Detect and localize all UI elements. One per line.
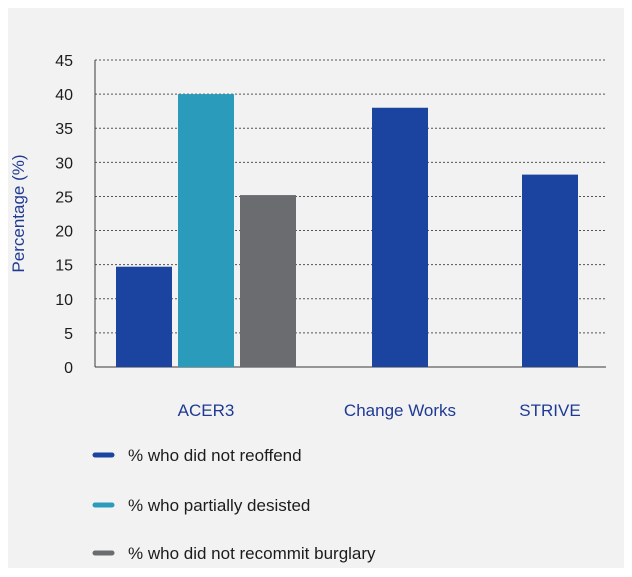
y-tick-label: 10 [55,292,73,309]
y-tick-label: 30 [55,155,73,172]
category-label: STRIVE [519,401,580,420]
y-tick-label: 40 [55,87,73,104]
bar-acer3-series-1 [116,266,172,367]
y-tick-label: 5 [64,326,73,343]
y-tick-label: 35 [55,121,73,138]
category-label: ACER3 [178,401,235,420]
bar-strive-series-1 [522,174,578,367]
bar-chart: 0 5 10 15 20 25 30 35 40 45 Percentage (%) ACER3 Cha… [9,53,606,563]
legend-label: % who partially desisted [128,496,310,515]
legend-label: % who did not reoffend [128,446,302,465]
legend-label: % who did not recommit burglary [128,544,376,563]
y-axis-title: Percentage (%) [9,154,28,272]
chart-panel: 0 5 10 15 20 25 30 35 40 45 Percentage (%) ACER3 Cha… [8,8,624,568]
bar-acer3-series-2 [178,94,234,367]
y-tick-label: 0 [64,360,73,377]
y-tick-label: 15 [55,258,73,275]
y-tick-label: 25 [55,189,73,206]
category-label: Change Works [344,401,456,420]
y-tick-label: 45 [55,53,73,70]
y-tick-label: 20 [55,224,73,241]
bar-change-works-series-1 [372,107,428,367]
bar-acer3-series-3 [240,195,296,367]
